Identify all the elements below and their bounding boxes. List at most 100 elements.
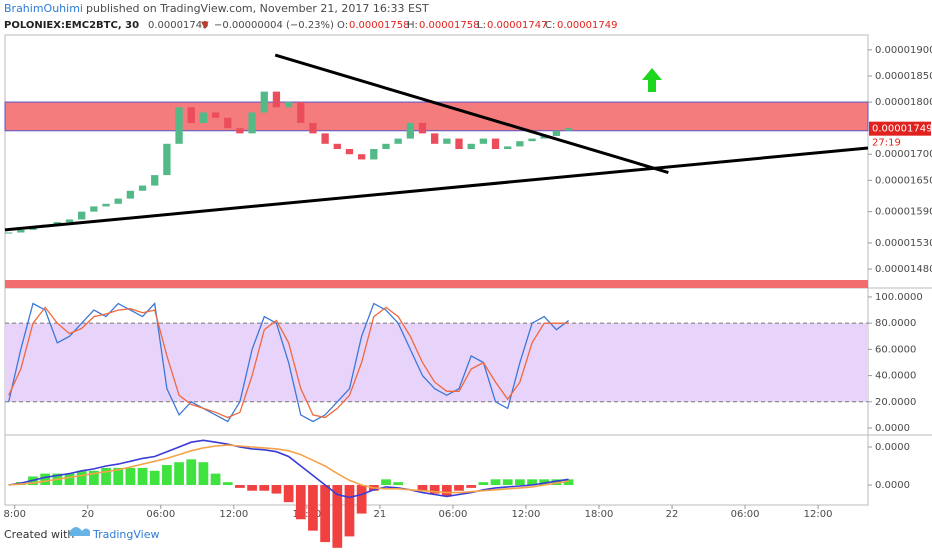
close: 0.00001749 bbox=[557, 20, 617, 31]
histogram-bar bbox=[563, 479, 574, 486]
histogram-bar bbox=[259, 485, 270, 491]
candle bbox=[90, 206, 98, 212]
candle bbox=[211, 112, 220, 118]
x-tick-label: 22 bbox=[666, 509, 679, 520]
histogram-bar bbox=[76, 470, 87, 486]
y-tick-label: 0.00001900 bbox=[875, 45, 932, 56]
candle bbox=[138, 185, 147, 191]
y-tick-label: 60.0000 bbox=[875, 344, 916, 355]
y-tick-label: 20.0000 bbox=[875, 397, 916, 408]
histogram-bar bbox=[88, 470, 99, 486]
candle bbox=[455, 138, 463, 150]
histogram-bar bbox=[441, 485, 452, 497]
candle bbox=[406, 122, 414, 139]
trendline bbox=[274, 53, 669, 174]
stoch-line bbox=[8, 306, 569, 419]
y-tick-label: 0.00001480 bbox=[875, 264, 932, 275]
author[interactable]: BrahimOuhimi bbox=[4, 2, 83, 15]
candle bbox=[370, 149, 378, 160]
low: 0.00001747 bbox=[487, 20, 547, 31]
histogram-bar bbox=[271, 485, 282, 494]
macd-line bbox=[8, 444, 569, 494]
price-tag-label: 0.00001749 bbox=[872, 124, 932, 135]
logo bbox=[70, 527, 90, 536]
y-tick-label: 0.00001590 bbox=[875, 207, 932, 218]
trendline bbox=[4, 146, 869, 232]
y-tick-label: 0.00001850 bbox=[875, 71, 932, 82]
candle bbox=[309, 122, 317, 134]
candle bbox=[5, 232, 13, 234]
candle bbox=[418, 122, 427, 134]
histogram-bar bbox=[295, 485, 306, 520]
x-tick-label: 12:00 bbox=[219, 509, 248, 520]
candle bbox=[297, 102, 305, 123]
candle bbox=[443, 138, 451, 144]
y-tick-label: 0.0000 bbox=[875, 480, 910, 491]
candle bbox=[284, 102, 293, 108]
x-tick-label: 06:00 bbox=[146, 509, 175, 520]
histogram-bar bbox=[186, 459, 197, 486]
histogram-bar bbox=[283, 485, 294, 503]
candle bbox=[187, 107, 195, 123]
histogram-bar bbox=[356, 485, 367, 514]
histogram-bar bbox=[235, 485, 245, 488]
candle bbox=[540, 135, 548, 139]
x-tick-label: 06:00 bbox=[731, 509, 760, 520]
candle bbox=[516, 141, 524, 147]
y-tick-label: 0.00001800 bbox=[875, 97, 932, 108]
histogram-bar bbox=[64, 473, 75, 486]
histogram-bar bbox=[101, 467, 111, 486]
y-tick-label: 0.0000 bbox=[875, 442, 910, 453]
histogram-bar bbox=[515, 479, 525, 486]
candle bbox=[53, 222, 61, 225]
histogram-bar bbox=[222, 482, 233, 486]
histogram-bar bbox=[137, 467, 148, 486]
x-tick-label: 18:00 bbox=[292, 509, 321, 520]
resistance-zone bbox=[4, 101, 869, 132]
histogram-bar bbox=[174, 462, 184, 486]
arrow: ▼ bbox=[201, 20, 209, 31]
c-label: C: bbox=[545, 20, 555, 31]
candle bbox=[78, 211, 86, 220]
candle bbox=[224, 117, 232, 129]
histogram-bar bbox=[210, 473, 221, 486]
candle bbox=[431, 133, 439, 144]
y-tick-label: 0.0000 bbox=[875, 423, 910, 434]
candle bbox=[504, 146, 512, 150]
x-tick-label: 8:00 bbox=[4, 509, 26, 520]
candle bbox=[126, 190, 135, 199]
x-tick-label: 12:00 bbox=[804, 509, 833, 520]
y-tick-label: 40.0000 bbox=[875, 371, 916, 382]
histogram-bar bbox=[539, 479, 550, 486]
histogram-bar bbox=[527, 479, 537, 486]
histogram-bar bbox=[162, 465, 172, 486]
y-tick-label: 0.00001700 bbox=[875, 149, 932, 160]
histogram-bar bbox=[332, 485, 343, 548]
histogram-bar bbox=[478, 482, 489, 486]
candle bbox=[333, 143, 341, 150]
last: 0.00001749 bbox=[148, 20, 208, 31]
histogram-bar bbox=[320, 485, 330, 543]
histogram-bar bbox=[393, 482, 404, 486]
histogram-bar bbox=[429, 485, 440, 494]
x-tick-label: 20 bbox=[81, 509, 94, 520]
price-tag bbox=[869, 121, 931, 136]
footer-brand[interactable]: TradingView bbox=[92, 528, 159, 541]
candle bbox=[163, 143, 171, 176]
histogram-bar bbox=[344, 485, 355, 537]
x-tick-label: 18:00 bbox=[585, 509, 614, 520]
candle bbox=[65, 219, 74, 223]
candle bbox=[321, 133, 329, 144]
histogram-bar bbox=[466, 485, 477, 488]
x-tick-label: 21 bbox=[374, 509, 387, 520]
histogram-bar bbox=[149, 470, 160, 486]
histogram-bar bbox=[113, 467, 124, 486]
published: published on TradingView.com, November 2… bbox=[86, 2, 429, 15]
candle bbox=[357, 154, 366, 160]
candle bbox=[552, 130, 561, 136]
stoch-band bbox=[5, 323, 868, 402]
h-label: H: bbox=[407, 20, 418, 31]
candle bbox=[151, 175, 159, 186]
symbol: POLONIEX:EMC2BTC, 30 bbox=[4, 20, 139, 31]
